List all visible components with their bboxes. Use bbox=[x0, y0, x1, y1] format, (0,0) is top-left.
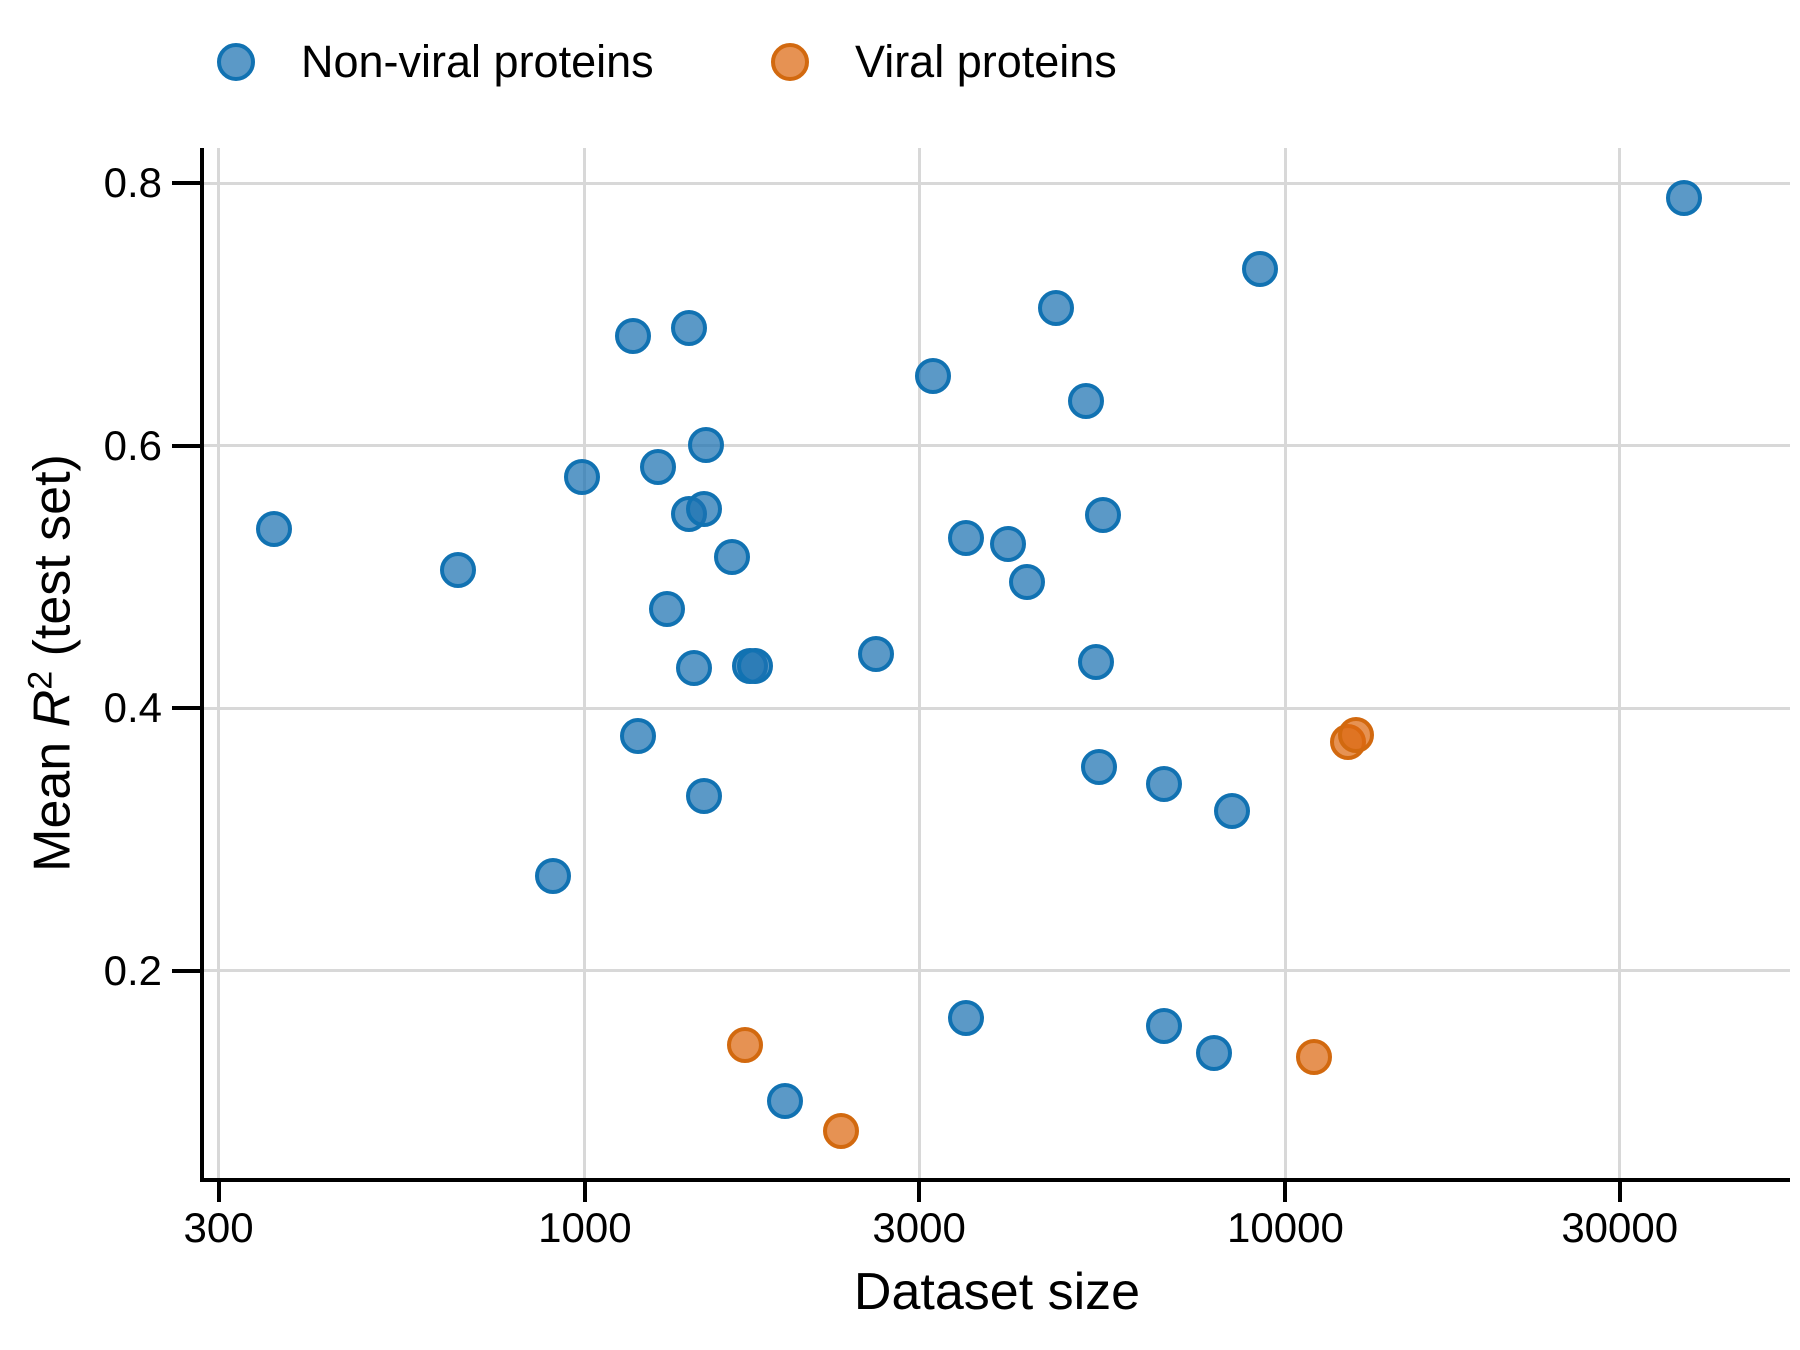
data-point-non-viral-proteins bbox=[534, 858, 571, 895]
data-point-non-viral-proteins bbox=[639, 448, 676, 485]
data-point-non-viral-proteins bbox=[948, 519, 985, 556]
plot-area bbox=[172, 148, 1790, 1202]
data-point-non-viral-proteins bbox=[1085, 497, 1121, 534]
y-gridline-0.8 bbox=[204, 181, 1790, 185]
legend-marker-non-viral-icon bbox=[217, 43, 255, 81]
data-point-non-viral-proteins bbox=[990, 526, 1027, 563]
x-tick-label-1000: 1000 bbox=[538, 1204, 632, 1251]
data-point-viral-proteins bbox=[822, 1112, 859, 1149]
data-point-non-viral-proteins bbox=[1008, 564, 1045, 601]
data-point-non-viral-proteins bbox=[1145, 1007, 1182, 1044]
x-tick-label-3000: 3000 bbox=[872, 1204, 966, 1251]
data-point-non-viral-proteins bbox=[563, 459, 600, 496]
data-point-non-viral-proteins bbox=[948, 999, 985, 1036]
y-axis-title-suffix: (test set) bbox=[23, 454, 82, 671]
y-tick-0.6 bbox=[172, 443, 200, 448]
data-point-non-viral-proteins bbox=[737, 648, 774, 685]
x-tick-30000 bbox=[1617, 1182, 1622, 1202]
y-tick-label-0.4: 0.4 bbox=[103, 684, 162, 732]
x-tick-3000 bbox=[917, 1182, 922, 1202]
x-tick-label-10000: 10000 bbox=[1227, 1204, 1344, 1251]
y-tick-label-0.6: 0.6 bbox=[103, 421, 162, 469]
x-gridline-10000 bbox=[1283, 148, 1287, 1178]
data-point-non-viral-proteins bbox=[1081, 749, 1118, 786]
data-point-non-viral-proteins bbox=[619, 717, 656, 754]
x-tick-300 bbox=[216, 1182, 221, 1202]
data-point-non-viral-proteins bbox=[1665, 179, 1702, 216]
data-point-non-viral-proteins bbox=[688, 426, 725, 463]
legend-label-non-viral: Non-viral proteins bbox=[301, 36, 654, 87]
y-gridline-0.6 bbox=[204, 444, 1790, 448]
x-gridline-300 bbox=[217, 148, 221, 1178]
legend-marker-viral-icon bbox=[771, 43, 809, 81]
x-tick-10000 bbox=[1283, 1182, 1288, 1202]
data-point-non-viral-proteins bbox=[1077, 644, 1114, 681]
data-point-non-viral-proteins bbox=[440, 552, 477, 589]
legend-item-non-viral: Non-viral proteins bbox=[217, 36, 654, 88]
legend-item-viral: Viral proteins bbox=[771, 36, 1117, 88]
y-gridline-0.2 bbox=[204, 969, 1790, 973]
y-tick-0.2 bbox=[172, 968, 200, 973]
y-axis-title: Mean R2 (test set) bbox=[21, 454, 82, 872]
data-point-non-viral-proteins bbox=[1214, 792, 1251, 829]
x-tick-label-300: 300 bbox=[183, 1204, 254, 1251]
data-point-non-viral-proteins bbox=[675, 649, 712, 686]
data-point-non-viral-proteins bbox=[686, 490, 723, 527]
y-axis-title-prefix: Mean bbox=[23, 727, 82, 872]
x-axis-title: Dataset size bbox=[853, 1263, 1141, 1321]
data-point-non-viral-proteins bbox=[671, 309, 708, 346]
y-tick-label-0.2: 0.2 bbox=[103, 946, 162, 994]
y-tick-0.8 bbox=[172, 181, 200, 186]
data-point-viral-proteins bbox=[1337, 716, 1374, 753]
x-gridline-1000 bbox=[583, 148, 587, 1178]
data-point-non-viral-proteins bbox=[713, 539, 750, 576]
y-tick-0.4 bbox=[172, 706, 200, 711]
data-point-non-viral-proteins bbox=[1038, 290, 1075, 327]
x-gridline-30000 bbox=[1618, 148, 1622, 1178]
data-point-non-viral-proteins bbox=[649, 590, 686, 627]
data-point-non-viral-proteins bbox=[1195, 1035, 1232, 1072]
data-point-non-viral-proteins bbox=[915, 358, 951, 395]
data-point-non-viral-proteins bbox=[686, 778, 723, 815]
data-point-non-viral-proteins bbox=[614, 317, 651, 354]
x-tick-label-30000: 30000 bbox=[1561, 1204, 1679, 1251]
data-point-non-viral-proteins bbox=[857, 636, 894, 673]
data-point-non-viral-proteins bbox=[1242, 250, 1279, 287]
y-axis-title-superscript: 2 bbox=[21, 670, 60, 690]
data-point-non-viral-proteins bbox=[766, 1082, 803, 1119]
data-point-non-viral-proteins bbox=[1067, 383, 1104, 420]
data-point-viral-proteins bbox=[1296, 1039, 1333, 1076]
y-gridline-0.4 bbox=[204, 706, 1790, 710]
data-point-non-viral-proteins bbox=[1146, 766, 1183, 803]
x-gridline-3000 bbox=[917, 148, 921, 1178]
y-tick-label-0.8: 0.8 bbox=[103, 159, 162, 207]
data-point-viral-proteins bbox=[726, 1027, 763, 1064]
y-axis-title-variable: R bbox=[23, 689, 82, 728]
x-tick-1000 bbox=[582, 1182, 587, 1202]
data-point-non-viral-proteins bbox=[256, 510, 292, 547]
legend-label-viral: Viral proteins bbox=[855, 36, 1117, 87]
